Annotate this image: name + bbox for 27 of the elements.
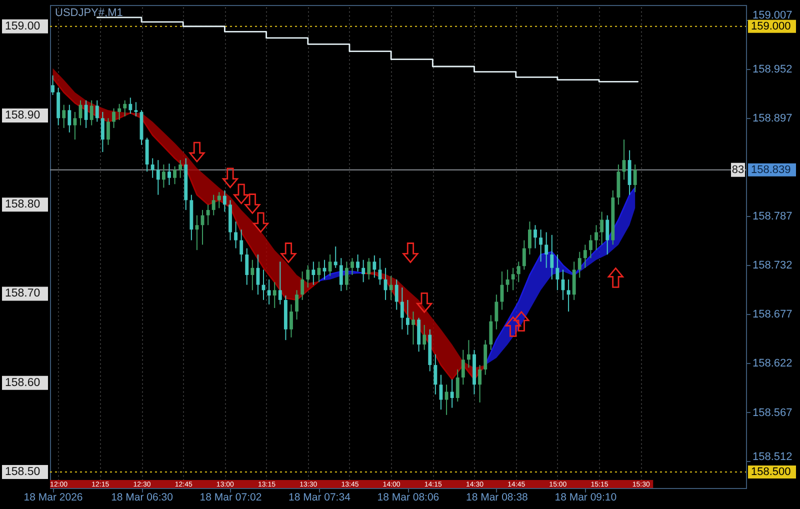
y2-tick-label: 158.80 — [5, 198, 40, 211]
x-tick-label: 18 Mar 09:10 — [554, 492, 617, 504]
x-tick-label: 18 Mar 07:34 — [288, 492, 351, 504]
y2-tick-label: 159.00 — [5, 20, 40, 32]
y-tick-label: 158.677 — [752, 308, 792, 321]
y2-tick-label: 158.50 — [5, 466, 40, 478]
x-tick-label: 18 Mar 08:38 — [466, 492, 528, 504]
x-tick-label: 18 Mar 06:30 — [111, 492, 174, 504]
y-tick-label: 158.732 — [752, 260, 792, 272]
x-tick-label: 18 Mar 08:06 — [377, 492, 440, 504]
x-tick-label: 18 Mar 2026 — [24, 492, 83, 504]
annotation: 83 — [732, 164, 744, 176]
y-tick-label: 158.787 — [752, 210, 792, 223]
ref-line-label: 158.500 — [751, 466, 791, 478]
y-tick-label: 158.512 — [752, 450, 792, 463]
ref-line-label: 158.839 — [751, 164, 791, 176]
y-tick-label: 158.952 — [752, 64, 792, 76]
y-tick-label: 158.622 — [752, 358, 792, 370]
x-tick-label: 18 Mar 07:02 — [200, 492, 262, 504]
chart-title: USDJPY#,M1 — [55, 7, 123, 19]
y-tick-label: 158.567 — [752, 406, 792, 419]
y-tick-label: 158.897 — [752, 112, 792, 125]
ref-line-label: 159.000 — [751, 20, 791, 32]
y-tick-label: 159.007 — [752, 10, 792, 22]
y2-tick-label: 158.60 — [5, 376, 40, 389]
y2-tick-label: 158.90 — [5, 110, 40, 122]
y2-tick-label: 158.70 — [5, 288, 40, 300]
